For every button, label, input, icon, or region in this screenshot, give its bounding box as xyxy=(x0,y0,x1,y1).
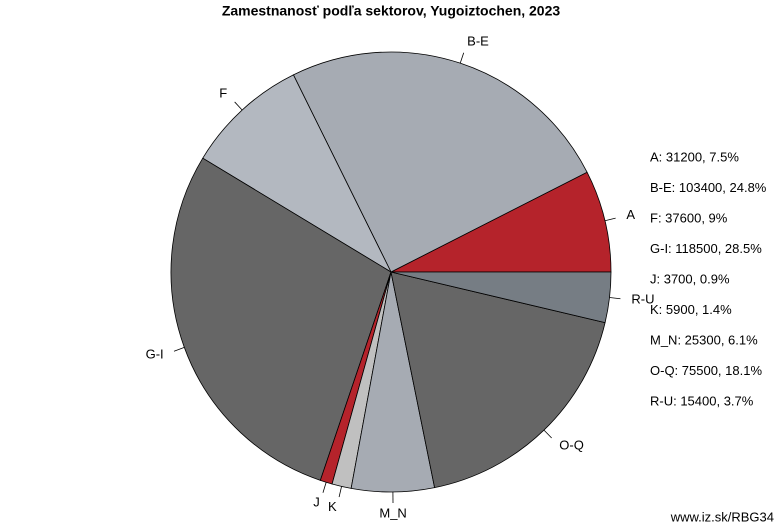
label-tick xyxy=(338,486,342,498)
label-tick xyxy=(322,482,327,493)
legend-entry: A: 31200, 7.5% xyxy=(650,149,739,164)
pie-slice xyxy=(390,271,612,324)
pie-slice xyxy=(202,74,392,274)
slice-label: K xyxy=(328,499,337,514)
legend-entry: R-U: 15400, 3.7% xyxy=(650,393,754,408)
slice-label: A xyxy=(626,207,635,222)
legend-entry: G-I: 118500, 28.5% xyxy=(650,241,762,256)
label-tick xyxy=(234,101,243,111)
chart-title: Zamestnanosť podľa sektorov, Yugoiztoche… xyxy=(222,3,561,19)
legend-entry: B-E: 103400, 24.8% xyxy=(650,180,767,195)
source: www.iz.sk/RBG34 xyxy=(670,509,774,524)
pie-slice xyxy=(390,171,612,273)
legend-entry: F: 37600, 9% xyxy=(650,210,728,225)
legend-entry: K: 5900, 1.4% xyxy=(650,302,732,317)
slice-label: J xyxy=(313,495,320,510)
legend-entry: M_N: 25300, 6.1% xyxy=(650,332,758,347)
slice-label: O-Q xyxy=(559,437,584,452)
label-tick xyxy=(609,297,621,300)
slice-label: M_N xyxy=(379,505,406,520)
slice-label: R-U xyxy=(631,291,654,306)
legend-entry: O-Q: 75500, 18.1% xyxy=(650,363,762,378)
slice-label: B-E xyxy=(467,34,489,49)
label-tick xyxy=(604,217,616,222)
pie-slice xyxy=(390,271,606,489)
label-tick xyxy=(173,347,185,352)
slice-label: F xyxy=(219,85,227,100)
slice-label: G-I xyxy=(146,346,164,361)
label-tick xyxy=(543,429,552,439)
legend-entry: J: 3700, 0.9% xyxy=(650,271,730,286)
label-tick xyxy=(459,52,465,64)
pie-slice xyxy=(170,157,392,481)
